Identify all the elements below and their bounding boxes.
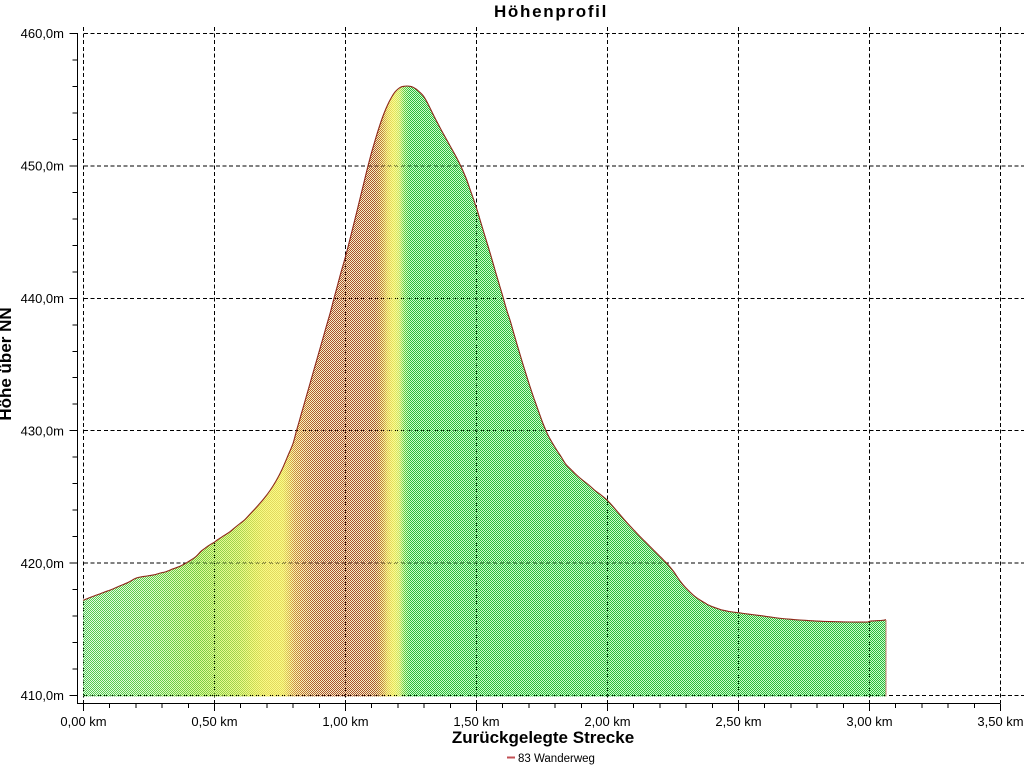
svg-text:420,0m: 420,0m [21,556,64,571]
svg-text:460,0m: 460,0m [21,26,64,41]
svg-text:Höhenprofil: Höhenprofil [494,2,608,21]
svg-text:440,0m: 440,0m [21,291,64,306]
svg-text:0,00 km: 0,00 km [60,714,106,729]
svg-text:1,00 km: 1,00 km [322,714,368,729]
svg-text:410,0m: 410,0m [21,688,64,703]
svg-text:430,0m: 430,0m [21,423,64,438]
svg-text:1,50 km: 1,50 km [453,714,499,729]
svg-text:83 Wanderweg: 83 Wanderweg [518,753,595,765]
svg-text:Höhe über NN: Höhe über NN [0,307,15,420]
svg-text:450,0m: 450,0m [21,159,64,174]
svg-text:2,00 km: 2,00 km [584,714,630,729]
svg-text:3,00 km: 3,00 km [846,714,892,729]
svg-text:3,50 km: 3,50 km [977,714,1023,729]
svg-text:2,50 km: 2,50 km [715,714,761,729]
svg-text:0,50 km: 0,50 km [191,714,237,729]
svg-text:Zurückgelegte Strecke: Zurückgelegte Strecke [452,728,634,747]
